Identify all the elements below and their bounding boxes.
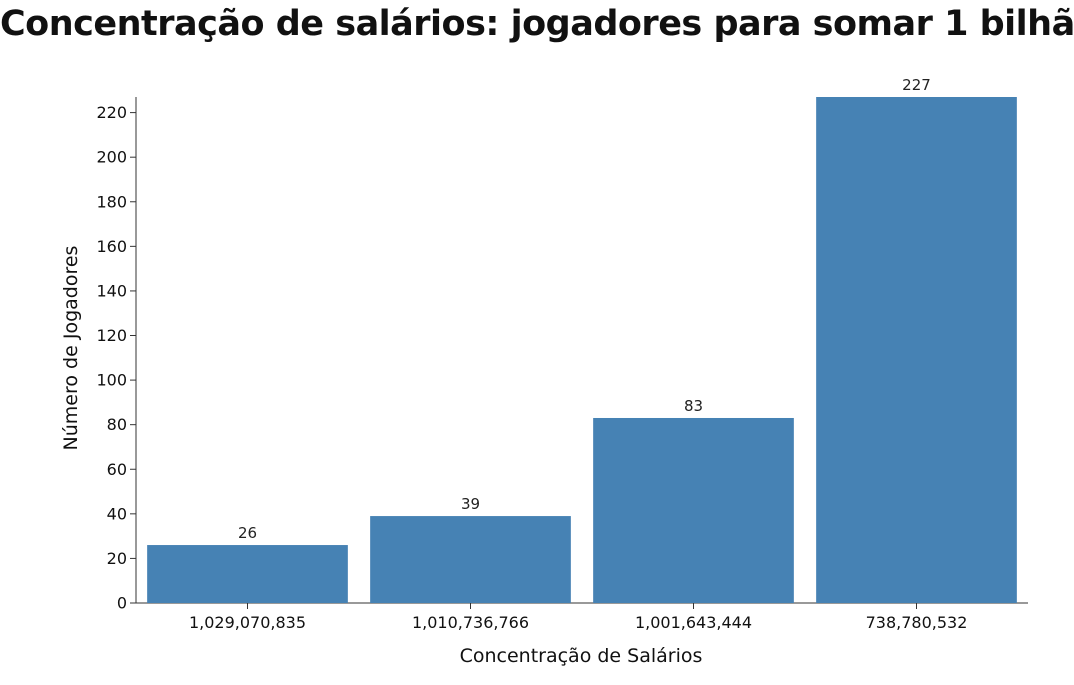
y-tick-label: 60 xyxy=(107,460,127,479)
bar xyxy=(147,545,348,603)
bar xyxy=(816,97,1017,603)
y-tick-label: 80 xyxy=(107,415,127,434)
bar xyxy=(593,417,794,603)
y-axis: 0 20 40 60 80 100 120 140 160 180 200 220 xyxy=(96,97,137,613)
y-tick-label: 20 xyxy=(107,549,127,568)
y-tick-label: 140 xyxy=(96,281,127,300)
chart-title: Concentração de salários: jogadores para… xyxy=(0,4,1074,44)
bar-value-label: 26 xyxy=(238,524,257,542)
y-tick-label: 220 xyxy=(96,103,127,122)
y-tick-label: 40 xyxy=(107,504,127,523)
x-axis: 1,029,070,835 1,010,736,766 1,001,643,444 7… xyxy=(136,602,1028,632)
y-tick-label: 180 xyxy=(96,192,127,211)
y-tick-label: 160 xyxy=(96,237,127,256)
x-axis-title: Concentração de Salários xyxy=(460,645,703,667)
y-tick-label: 120 xyxy=(96,326,127,345)
y-tick-label: 200 xyxy=(96,148,127,167)
bar-value-label: 83 xyxy=(684,397,703,415)
x-tick-label: 1,001,643,444 xyxy=(635,613,752,632)
bar xyxy=(370,516,571,603)
x-tick-label: 1,010,736,766 xyxy=(412,613,529,632)
y-axis-title: Número de Jogadores xyxy=(60,246,82,451)
y-tick-label: 0 xyxy=(117,594,127,613)
bars xyxy=(147,97,1017,603)
y-tick-label: 100 xyxy=(96,371,127,390)
x-tick-label: 1,029,070,835 xyxy=(189,613,306,632)
x-tick-label: 738,780,532 xyxy=(866,613,968,632)
bar-value-label: 227 xyxy=(902,76,931,94)
data-labels: 26 39 83 227 xyxy=(238,76,931,542)
bar-value-label: 39 xyxy=(461,495,480,513)
